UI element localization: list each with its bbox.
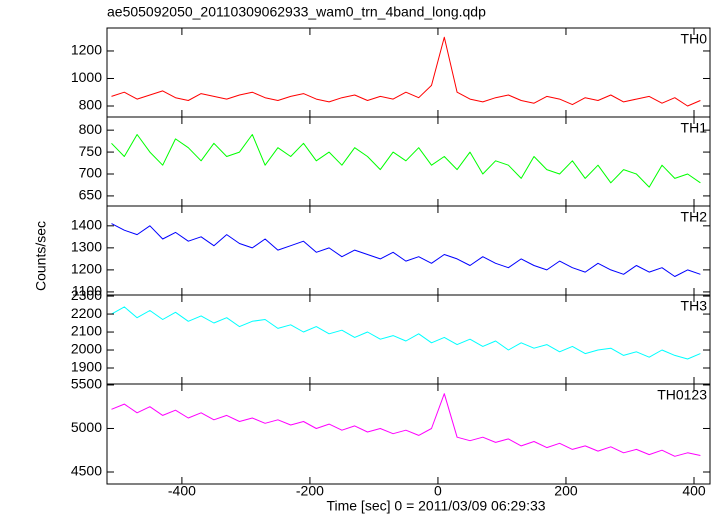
y-tick-label: 1400: [71, 217, 102, 233]
y-tick-label: 650: [79, 187, 103, 203]
x-tick-label: 400: [682, 483, 706, 499]
x-axis-label: Time [sec] 0 = 2011/03/09 06:29:33: [326, 498, 545, 514]
y-tick-label: 2100: [71, 323, 102, 339]
y-tick-label: 1100: [72, 283, 102, 299]
panel-label: TH3: [681, 298, 708, 314]
y-tick-label: 1300: [71, 239, 102, 255]
panel-label: TH2: [681, 209, 708, 225]
y-tick-label: 5500: [71, 376, 102, 392]
panel-frame: [106, 27, 711, 118]
y-tick-label: 2300: [71, 287, 102, 303]
panel-label: TH0: [681, 31, 708, 47]
y-tick-label: 700: [79, 165, 103, 181]
y-tick-label: 800: [79, 97, 103, 113]
y-tick-label: 1200: [71, 42, 102, 58]
data-line: [111, 134, 701, 188]
x-tick-label: 0: [434, 483, 442, 499]
panel-label: TH0123: [657, 387, 707, 403]
panel-label: TH1: [681, 120, 708, 136]
y-tick-label: 2000: [71, 341, 102, 357]
y-tick-label: 1900: [71, 359, 102, 375]
data-line: [111, 393, 701, 457]
x-tick-label: -200: [296, 483, 324, 499]
y-tick-label: 5000: [71, 419, 102, 435]
y-tick-label: 2200: [71, 305, 102, 321]
x-tick-label: -400: [168, 483, 196, 499]
y-tick-label: 750: [79, 143, 103, 159]
data-line: [111, 36, 701, 107]
data-line: [111, 223, 701, 277]
panel-frame: [106, 205, 711, 296]
panel-frame: [106, 116, 711, 207]
y-tick-label: 800: [79, 121, 103, 137]
panel-frame: [106, 383, 711, 485]
y-tick-label: 4500: [71, 463, 102, 479]
y-tick-label: 1200: [71, 261, 102, 277]
y-tick-label: 1000: [71, 69, 102, 85]
y-axis-label: Counts/sec: [33, 221, 49, 291]
chart-title: ae505092050_20110309062933_wam0_trn_4ban…: [107, 4, 486, 20]
data-line: [111, 306, 701, 360]
x-tick-label: 200: [554, 483, 578, 499]
